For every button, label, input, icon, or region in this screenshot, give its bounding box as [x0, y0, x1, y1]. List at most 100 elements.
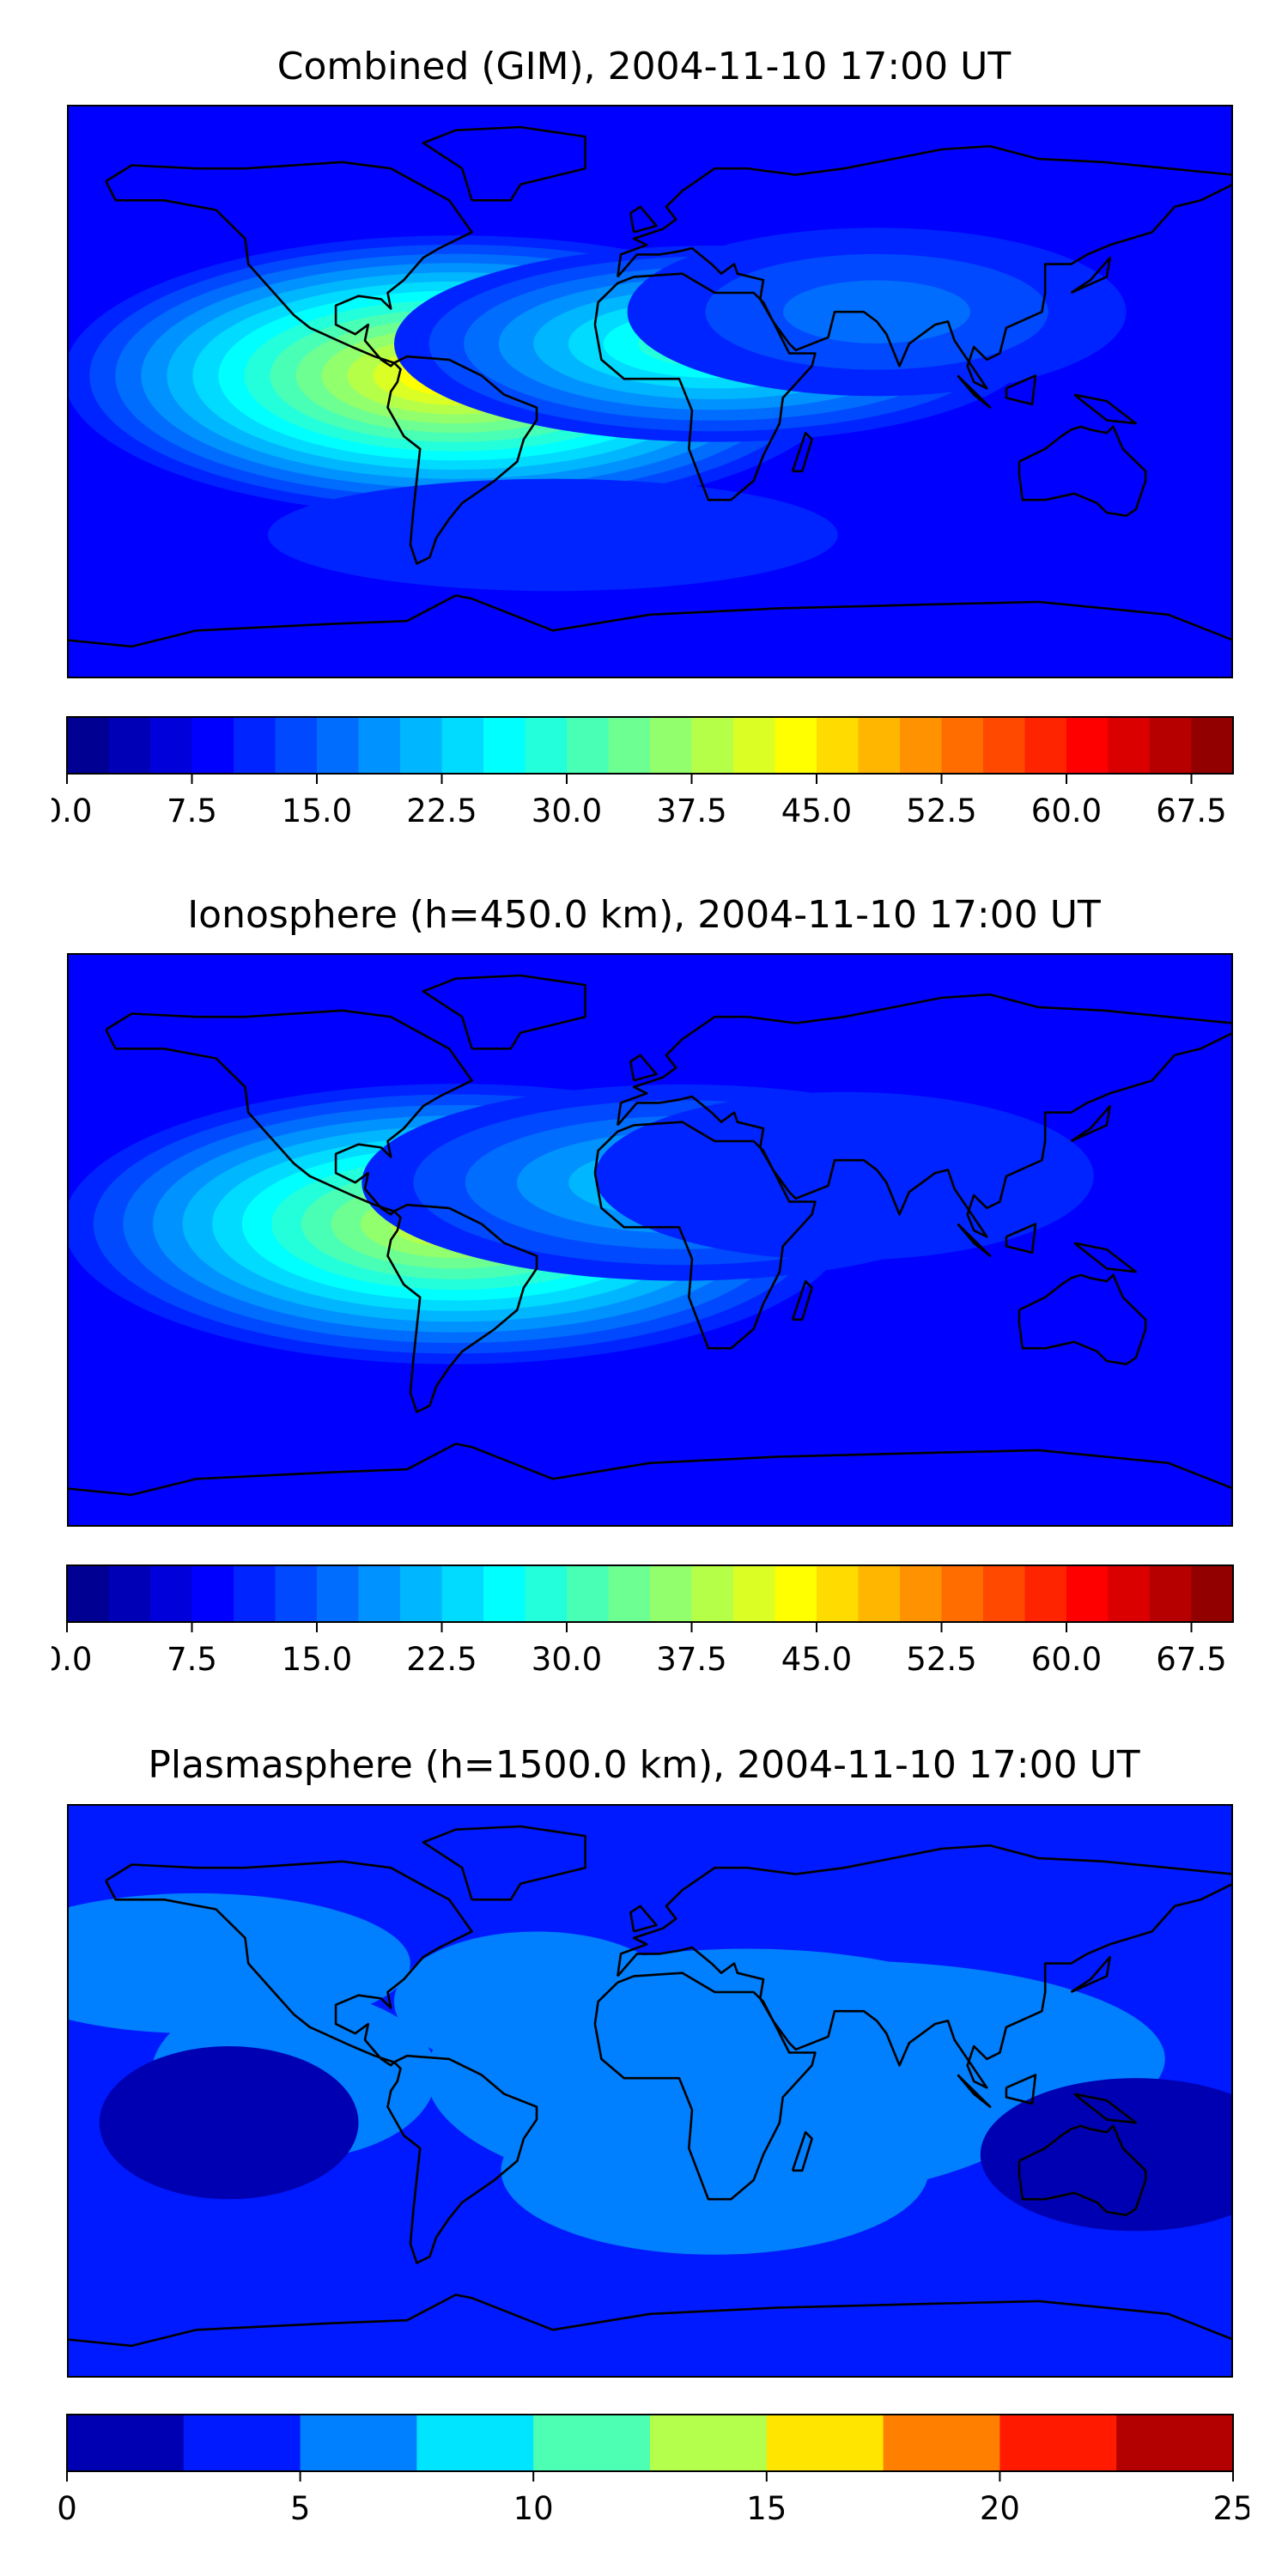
colorbar-segment-6	[766, 2415, 884, 2471]
coastline-9	[1073, 393, 1138, 425]
colorbar-segment-7	[883, 2415, 1000, 2471]
colorbar-segment-4	[533, 2415, 651, 2471]
colorbar-segment-1	[108, 717, 151, 774]
colorbar-segment-20	[900, 1565, 943, 1622]
colorbar-tick-label-8: 60.0	[1031, 1641, 1102, 1678]
colorbar-segment-25	[1108, 717, 1151, 774]
colorbar-tick-label-1: 5	[290, 2490, 311, 2527]
coastline-10	[791, 2130, 813, 2172]
colorbar-tick-label-2: 15.0	[282, 1641, 352, 1678]
coastline-11	[629, 1905, 658, 1933]
colorbar-plasmasphere: 0 5 10 15 20 25	[57, 2414, 1249, 2527]
colorbar-segment-5	[275, 717, 318, 774]
colorbar-segment-22	[983, 1565, 1026, 1622]
colorbar-tick-label-1: 7.5	[167, 1641, 217, 1678]
colorbar-segment-4	[234, 1565, 276, 1622]
colorbar-tick-label-1: 7.5	[167, 793, 217, 829]
coastline-2	[593, 1121, 817, 1350]
coastline-8	[1005, 2074, 1037, 2105]
coastline-4	[1018, 1273, 1147, 1366]
coastline-4	[1018, 2124, 1147, 2217]
colorbar-tick-label-4: 30.0	[532, 1641, 602, 1678]
colorbar-segment-12	[567, 1565, 610, 1622]
coastline-9	[1073, 2093, 1138, 2124]
colorbar-segment-26	[1150, 717, 1193, 774]
colorbar-segment-5	[650, 2415, 768, 2471]
colorbar-segment-9	[1116, 2415, 1234, 2471]
coastline-12	[1070, 1955, 1111, 1994]
colorbar-tick-label-7: 52.5	[906, 1641, 976, 1678]
colorbar-segment-24	[1066, 1565, 1109, 1622]
colorbar-segment-0	[67, 717, 110, 774]
coastline-6	[67, 2293, 1233, 2348]
colorbar-frame	[66, 2414, 1234, 2472]
coastline-0	[105, 1009, 473, 1216]
colorbar-segment-17	[775, 1565, 817, 1622]
coastline-3	[617, 993, 1233, 1238]
colorbar-segment-2	[150, 1565, 193, 1622]
coastline-0	[105, 161, 473, 368]
colorbar-segment-9	[441, 717, 484, 774]
panel-title-combined: Combined (GIM), 2004-11-10 17:00 UT	[276, 45, 1012, 88]
coastline-8	[1005, 374, 1037, 406]
coastline-6	[67, 594, 1233, 648]
coastline-6	[67, 1443, 1233, 1497]
colorbar-segment-18	[817, 717, 860, 774]
colorbar-tick-label-3: 22.5	[406, 793, 477, 829]
coastline-1	[386, 1203, 538, 1413]
colorbar-tick-label-7: 52.5	[906, 793, 976, 829]
colorbar-segment-15	[691, 1565, 734, 1622]
colorbar-segment-14	[650, 1565, 693, 1622]
coastline-9	[1073, 1242, 1138, 1273]
coastline-4	[1018, 425, 1147, 518]
coastline-3	[617, 1844, 1233, 2089]
colorbar-tick-label-4: 20	[980, 2490, 1020, 2527]
coastline-12	[1070, 1104, 1111, 1143]
colorbar-segment-27	[1191, 717, 1234, 774]
colorbar-tick-label-9: 67.5	[1156, 1641, 1226, 1678]
colorbar-segment-14	[650, 717, 693, 774]
map-feature-6-level-2	[67, 1893, 410, 2034]
coastline-7	[957, 374, 992, 409]
colorbar-segment-15	[691, 717, 734, 774]
coastline-12	[1070, 256, 1111, 295]
colorbar-segment-0	[67, 2415, 185, 2471]
colorbar-segment-19	[858, 1565, 901, 1622]
colorbar-frame	[66, 716, 1234, 775]
colorbar-segment-4	[234, 717, 276, 774]
colorbar-segment-0	[67, 1565, 110, 1622]
colorbar-combined: 0.0 7.5 15.0 22.5 30.0 37.5 45.0 52.5 60.0 67.5	[52, 716, 1234, 829]
colorbar-segment-3	[191, 1565, 234, 1622]
colorbar-segment-6	[317, 1565, 360, 1622]
colorbar-segment-3	[191, 717, 234, 774]
map-frame	[67, 1804, 1233, 2378]
panel-title-ionosphere: Ionosphere (h=450.0 km), 2004-11-10 17:0…	[187, 893, 1101, 937]
heatmap-plasmasphere	[67, 1804, 1233, 2378]
colorbar-tick-label-6: 45.0	[781, 793, 852, 829]
colorbar-segment-8	[999, 2415, 1117, 2471]
colorbar-segment-2	[300, 2415, 417, 2471]
colorbar-segment-8	[400, 717, 443, 774]
colorbar-tick-label-8: 60.0	[1031, 793, 1102, 829]
colorbar-segment-25	[1108, 1565, 1151, 1622]
coastline-11	[629, 205, 658, 234]
heatmap-combined	[67, 105, 1233, 678]
coastline-1	[386, 355, 538, 565]
colorbar-tick-label-3: 22.5	[406, 1641, 477, 1678]
colorbar-segment-8	[400, 1565, 443, 1622]
map-feature-6-level-4	[267, 478, 838, 592]
coastline-2	[593, 1971, 817, 2201]
colorbar-segment-1	[183, 2415, 301, 2471]
map-feature-7-level-0	[99, 2046, 359, 2200]
colorbar-segment-22	[983, 717, 1026, 774]
colorbar-segment-21	[941, 1565, 984, 1622]
colorbar-segment-17	[775, 717, 817, 774]
coastline-7	[957, 1223, 992, 1257]
coastline-5	[422, 974, 586, 1050]
colorbar-tick-label-0: 0.0	[52, 793, 92, 829]
colorbar-tick-label-0: 0	[57, 2490, 77, 2527]
colorbar-segment-7	[358, 717, 401, 774]
colorbar-segment-11	[525, 1565, 568, 1622]
colorbar-segment-21	[941, 717, 984, 774]
colorbar-segment-16	[733, 717, 776, 774]
